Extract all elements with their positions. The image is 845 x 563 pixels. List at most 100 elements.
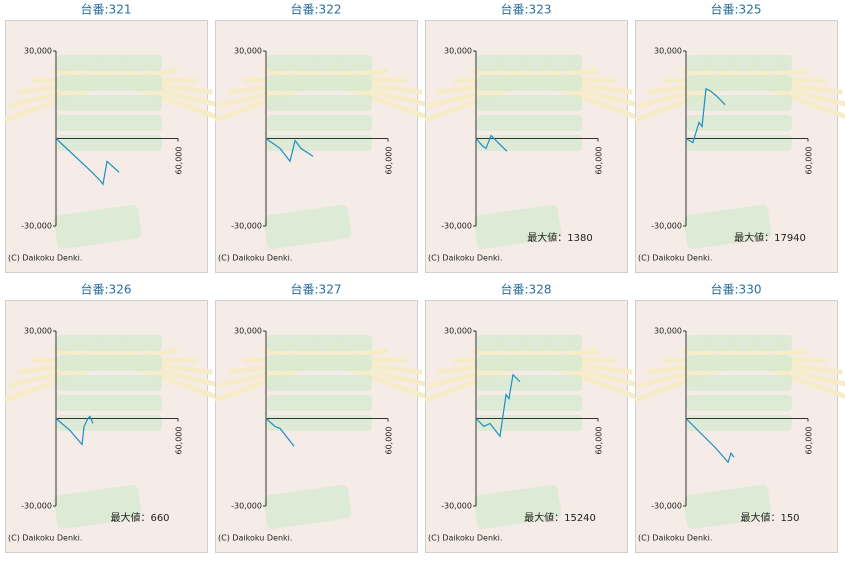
y-tick-label: 30,000 [24, 47, 52, 56]
decor-box [267, 395, 372, 411]
max-value-annotation: 最大値：15240 [524, 511, 596, 524]
decor-box [687, 95, 792, 111]
y-tick-label: -30,000 [231, 502, 262, 511]
decor-box [687, 75, 792, 91]
copyright: (C) Daikoku Denki. [8, 254, 82, 263]
x-tick-label: 60,000 [805, 427, 814, 455]
copyright: (C) Daikoku Denki. [218, 534, 292, 543]
decor-box [57, 95, 162, 111]
decor-box [267, 135, 372, 151]
y-tick-label: 30,000 [24, 327, 52, 336]
x-tick-label: 60,000 [175, 147, 184, 175]
chart-panel: 台番:328 30,000 -30,000 60,000 最大値：15240 (C) Da… [424, 282, 646, 553]
decor-tray [263, 484, 352, 529]
y-tick-label: -30,000 [21, 502, 52, 511]
chart-title: 台番:327 [291, 282, 342, 297]
decor-box [57, 55, 162, 71]
decor-box [267, 75, 372, 91]
x-tick-label: 60,000 [385, 147, 394, 175]
decor-tray [683, 484, 772, 529]
decor-box [477, 115, 582, 131]
y-tick-label: -30,000 [21, 222, 52, 231]
x-tick-label: 60,000 [385, 427, 394, 455]
x-tick-label: 60,000 [805, 147, 814, 175]
y-tick-label: 30,000 [444, 47, 472, 56]
decor-box [477, 335, 582, 351]
chart-title: 台番:325 [711, 2, 762, 17]
decor-box [57, 395, 162, 411]
decor-box [477, 95, 582, 111]
decor-box [477, 75, 582, 91]
max-value-annotation: 最大値：150 [740, 511, 799, 524]
decor-box [267, 115, 372, 131]
data-line [55, 138, 120, 186]
y-tick-label: 30,000 [444, 327, 472, 336]
decor-box [687, 135, 792, 151]
decor-tray [473, 484, 562, 529]
x-tick-label: 60,000 [595, 147, 604, 175]
y-tick-label: -30,000 [231, 222, 262, 231]
chart-panel: 台番:321 30,000 -30,000 60,000 (C) Daikoku Den… [4, 2, 226, 273]
decor-box [57, 335, 162, 351]
decor-tray [473, 204, 562, 249]
decor-box [267, 335, 372, 351]
decor-box [477, 395, 582, 411]
chart-title: 台番:321 [81, 2, 132, 17]
copyright: (C) Daikoku Denki. [218, 254, 292, 263]
y-tick-label: 30,000 [234, 47, 262, 56]
max-value-annotation: 最大値：660 [110, 511, 169, 524]
decor-box [477, 375, 582, 391]
copyright: (C) Daikoku Denki. [428, 254, 502, 263]
decor-box [267, 95, 372, 111]
decor-box [687, 375, 792, 391]
data-line [685, 418, 735, 464]
chart-panel: 台番:326 30,000 -30,000 60,000 最大値：660 (C) Daik… [4, 282, 226, 553]
copyright: (C) Daikoku Denki. [638, 254, 712, 263]
chart-panel: 台番:323 30,000 -30,000 60,000 最大値：1380 (C) Dai… [424, 2, 646, 273]
decor-box [57, 415, 162, 431]
copyright: (C) Daikoku Denki. [8, 534, 82, 543]
chart-panel: 台番:327 30,000 -30,000 60,000 (C) Daikoku Den… [214, 282, 436, 553]
max-value-annotation: 最大値：1380 [527, 231, 592, 244]
chart-title: 台番:323 [501, 2, 552, 17]
decor-box [687, 415, 792, 431]
decor-box [267, 55, 372, 71]
data-line [55, 415, 94, 446]
decor-box [687, 355, 792, 371]
decor-box [57, 355, 162, 371]
data-line [265, 138, 314, 163]
decor-box [267, 415, 372, 431]
y-tick-label: 30,000 [654, 327, 682, 336]
y-tick-label: -30,000 [441, 222, 472, 231]
copyright: (C) Daikoku Denki. [638, 534, 712, 543]
chart-title: 台番:326 [81, 282, 132, 297]
y-tick-label: 30,000 [234, 327, 262, 336]
chart-title: 台番:322 [291, 2, 342, 17]
y-tick-label: -30,000 [441, 502, 472, 511]
decor-box [57, 115, 162, 131]
data-line [685, 88, 726, 144]
chart-panel: 台番:325 30,000 -30,000 60,000 最大値：17940 (C) Da… [634, 2, 845, 273]
decor-box [267, 375, 372, 391]
data-line [475, 373, 521, 438]
decor-box [57, 75, 162, 91]
x-tick-label: 60,000 [595, 427, 604, 455]
y-tick-label: 30,000 [654, 47, 682, 56]
decor-box [687, 115, 792, 131]
decor-box [477, 415, 582, 431]
decor-box [687, 55, 792, 71]
data-line [265, 418, 295, 447]
chart-title: 台番:328 [501, 282, 552, 297]
copyright: (C) Daikoku Denki. [428, 534, 502, 543]
data-line [475, 134, 508, 152]
decor-box [267, 355, 372, 371]
decor-tray [263, 204, 352, 249]
decor-box [687, 335, 792, 351]
decor-tray [683, 204, 772, 249]
y-tick-label: -30,000 [651, 222, 682, 231]
decor-tray [53, 204, 142, 249]
chart-title: 台番:330 [711, 282, 762, 297]
y-tick-label: -30,000 [651, 502, 682, 511]
